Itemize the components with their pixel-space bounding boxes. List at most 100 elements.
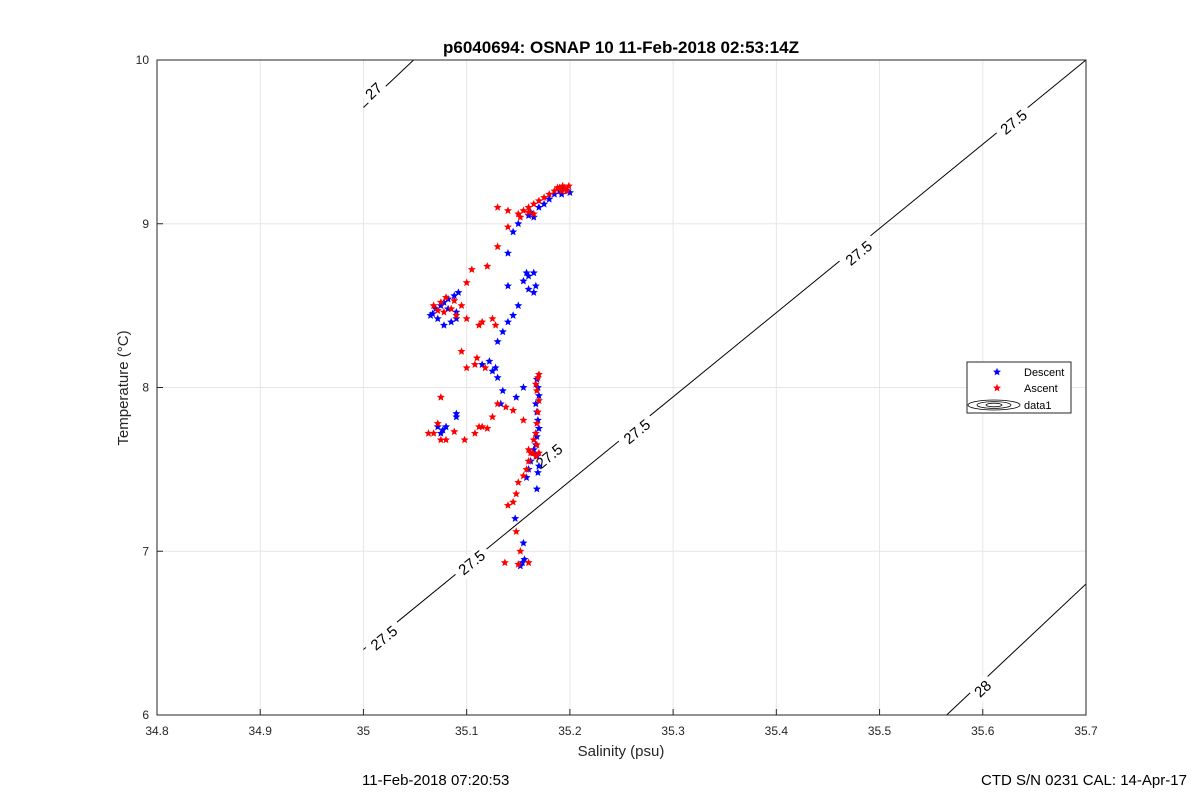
descent-point — [478, 360, 487, 368]
ascent-point — [524, 203, 533, 211]
ascent-point — [512, 489, 521, 498]
series-ascent — [424, 181, 573, 568]
descent-point — [514, 301, 523, 310]
ascent-point — [470, 429, 479, 437]
ascent-point — [460, 435, 469, 444]
descent-point — [509, 311, 518, 319]
ascent-point — [478, 317, 487, 326]
legend-contour-icon — [967, 399, 1021, 411]
ascent-point — [491, 321, 500, 329]
ascent-point — [467, 265, 476, 273]
footer-calibration: CTD S/N 0231 CAL: 14-Apr-17 — [981, 772, 1187, 789]
legend-descent-marker — [993, 367, 1001, 376]
ascent-point — [439, 307, 448, 316]
descent-point — [503, 281, 512, 290]
descent-point — [534, 203, 543, 211]
x-tick-label: 35.4 — [765, 724, 789, 738]
ascent-point — [519, 416, 528, 424]
ascent-point — [450, 427, 459, 436]
ascent-point — [529, 209, 538, 218]
ascent-point — [475, 321, 484, 329]
descent-point — [436, 301, 445, 310]
ascent-point — [462, 314, 471, 323]
descent-point — [534, 391, 543, 400]
descent-point — [444, 294, 453, 303]
descent-point — [447, 317, 456, 326]
ascent-point — [503, 501, 512, 509]
ascent-point — [529, 435, 538, 444]
descent-point — [514, 219, 523, 228]
ascent-point — [529, 199, 538, 208]
descent-point — [450, 291, 459, 300]
data-points — [424, 181, 574, 570]
descent-point — [529, 213, 538, 221]
x-tick-label: 34.8 — [145, 724, 169, 738]
descent-point — [511, 514, 520, 522]
ascent-point — [562, 186, 571, 195]
contour-label-bg — [362, 618, 406, 658]
descent-point — [503, 249, 512, 257]
descent-point — [540, 199, 549, 208]
descent-point — [534, 461, 543, 470]
descent-point — [509, 227, 518, 236]
descent-point — [565, 188, 574, 197]
ascent-point — [528, 448, 537, 457]
ascent-point — [524, 208, 533, 216]
descent-point — [454, 288, 463, 296]
descent-point — [531, 281, 540, 290]
ascent-point — [531, 452, 540, 460]
ascent-point — [534, 196, 543, 205]
ascent-point — [493, 242, 502, 251]
ascent-point — [483, 424, 492, 432]
ascent-point — [553, 183, 562, 192]
ascent-point — [483, 262, 492, 270]
descent-point — [493, 373, 502, 382]
x-tick-label: 34.9 — [249, 724, 273, 738]
ascent-point — [524, 445, 533, 454]
ascent-point — [534, 448, 543, 457]
ascent-point — [534, 396, 543, 404]
ascent-point — [503, 222, 512, 231]
descent-point — [452, 412, 461, 421]
ascent-point — [531, 429, 540, 437]
ascent-point — [540, 193, 549, 201]
ascent-point — [501, 402, 510, 411]
ascent-point — [514, 478, 523, 486]
descent-point — [522, 473, 531, 481]
contour-label-bg — [837, 233, 881, 273]
legend-box — [966, 361, 1072, 414]
descent-point — [439, 321, 448, 329]
descent-point — [442, 422, 451, 431]
footer-timestamp: 11-Feb-2018 07:20:53 — [362, 772, 510, 789]
ascent-point — [533, 373, 542, 382]
ascent-point — [493, 203, 502, 211]
x-tick-label: 35 — [357, 724, 371, 738]
ascent-point — [522, 465, 531, 473]
descent-point — [519, 383, 528, 391]
descent-point — [557, 190, 566, 198]
ascent-point — [424, 429, 433, 437]
ascent-point — [475, 422, 484, 431]
ascent-point — [500, 558, 509, 567]
descent-point — [452, 314, 461, 323]
ascent-point — [493, 399, 502, 408]
ascent-point — [429, 429, 438, 437]
ascent-point — [524, 456, 533, 465]
x-tick-label: 35.1 — [455, 724, 479, 738]
descent-point — [520, 555, 529, 563]
descent-point — [532, 432, 541, 441]
x-tick-label: 35.2 — [558, 724, 582, 738]
ascent-point — [481, 363, 490, 372]
descent-point — [512, 393, 521, 401]
ascent-point — [514, 209, 523, 218]
descent-point — [524, 285, 533, 293]
descent-point — [503, 317, 512, 326]
descent-point — [493, 337, 502, 346]
descent-point — [426, 311, 435, 319]
chart-title: p6040694: OSNAP 10 11-Feb-2018 02:53:14Z — [443, 38, 799, 57]
descent-point — [545, 194, 554, 203]
ascent-point — [488, 412, 497, 421]
legend-ascent-marker — [993, 383, 1001, 392]
ascent-point — [452, 311, 461, 319]
ascent-point — [514, 560, 523, 568]
